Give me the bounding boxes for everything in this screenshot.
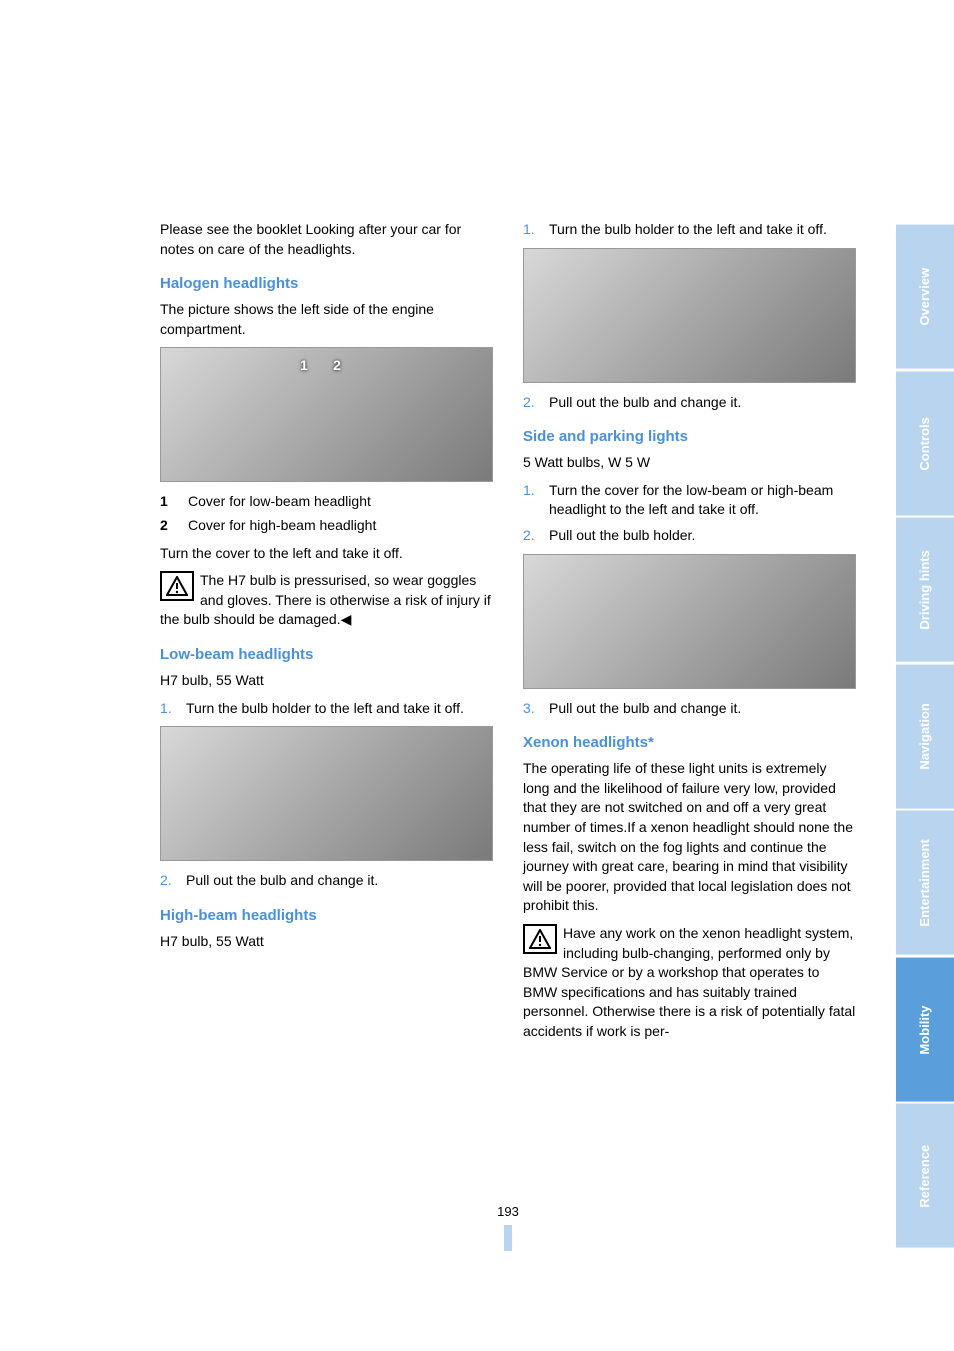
intro-paragraph: Please see the booklet Looking after you… [160,220,493,259]
warning-icon [523,924,557,954]
halogen-heading: Halogen headlights [160,273,493,294]
tab-mobility[interactable]: Mobility [896,958,954,1102]
xenon-warning: Have any work on the xenon headlight sys… [523,924,856,1042]
lowbeam-heading: Low-beam headlights [160,644,493,665]
tab-controls[interactable]: Controls [896,372,954,516]
page-number: 193 [160,1203,856,1221]
halogen-definitions: 1 Cover for low-beam headlight 2 Cover f… [160,492,493,535]
left-column: Please see the booklet Looking after you… [160,220,493,1291]
warning-icon [160,571,194,601]
warning-text: Have any work on the xenon headlight sys… [523,925,855,1039]
highbeam-cont-steps-2: Pull out the bulb and change it. [523,393,856,413]
highbeam-spec: H7 bulb, 55 Watt [160,932,493,952]
step-item: Pull out the bulb and change it. [160,871,493,891]
figure-label-1: 1 [300,356,308,376]
highbeam-cont-steps-1: Turn the bulb holder to the left and tak… [523,220,856,240]
highbeam-heading: High-beam headlights [160,905,493,926]
def-item-2: 2 Cover for high-beam headlight [160,516,493,536]
side-figure [523,554,856,689]
halogen-text: The picture shows the left side of the e… [160,300,493,339]
warning-text: The H7 bulb is pressurised, so wear gogg… [160,572,491,627]
highbeam-figure [523,248,856,383]
side-heading: Side and parking lights [523,426,856,447]
page-footer: 193 [160,1183,856,1251]
page-marker [504,1225,512,1251]
step-item: Pull out the bulb and change it. [523,393,856,413]
lowbeam-spec: H7 bulb, 55 Watt [160,671,493,691]
turn-cover-text: Turn the cover to the left and take it o… [160,544,493,564]
step-item: Turn the cover for the low-beam or high-… [523,481,856,520]
halogen-figure: 1 2 [160,347,493,482]
tab-driving-hints[interactable]: Driving hints [896,518,954,662]
def-text: Cover for low-beam headlight [188,492,371,512]
xenon-heading: Xenon headlights* [523,732,856,753]
right-column: Turn the bulb holder to the left and tak… [523,220,856,1291]
def-text: Cover for high-beam headlight [188,516,376,536]
xenon-para: The operating life of these light units … [523,759,856,916]
side-steps-3: Pull out the bulb and change it. [523,699,856,719]
lowbeam-steps-1: Turn the bulb holder to the left and tak… [160,699,493,719]
def-num: 1 [160,492,174,512]
tab-entertainment[interactable]: Entertainment [896,811,954,955]
tab-navigation[interactable]: Navigation [896,665,954,809]
section-tabs: Overview Controls Driving hints Navigati… [896,0,954,1351]
side-steps-12: Turn the cover for the low-beam or high-… [523,481,856,546]
lowbeam-figure [160,726,493,861]
figure-label-2: 2 [333,356,341,376]
step-item: Turn the bulb holder to the left and tak… [523,220,856,240]
end-marker: ◀ [341,611,352,627]
def-item-1: 1 Cover for low-beam headlight [160,492,493,512]
lowbeam-steps-2: Pull out the bulb and change it. [160,871,493,891]
step-item: Pull out the bulb holder. [523,526,856,546]
tab-reference[interactable]: Reference [896,1104,954,1248]
side-spec: 5 Watt bulbs, W 5 W [523,453,856,473]
halogen-warning: The H7 bulb is pressurised, so wear gogg… [160,571,493,630]
step-item: Turn the bulb holder to the left and tak… [160,699,493,719]
step-item: Pull out the bulb and change it. [523,699,856,719]
def-num: 2 [160,516,174,536]
tab-overview[interactable]: Overview [896,225,954,369]
